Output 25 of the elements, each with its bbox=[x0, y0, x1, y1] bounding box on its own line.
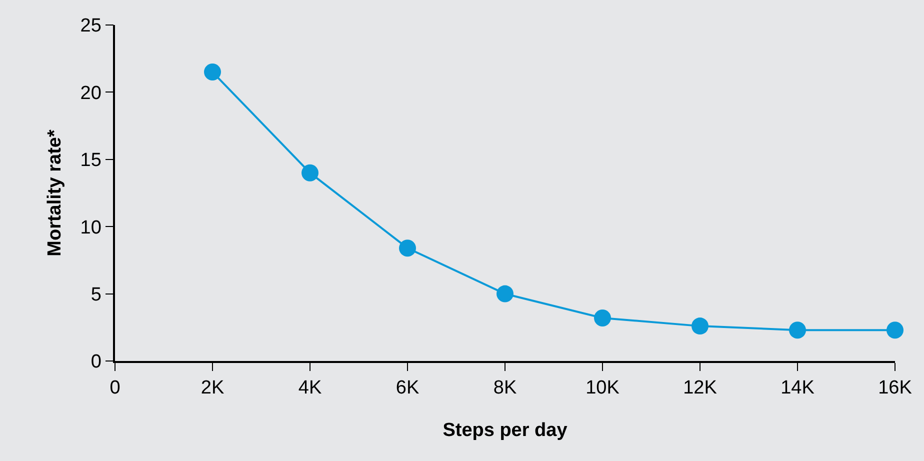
point bbox=[789, 322, 806, 339]
x-tick-label: 2K bbox=[200, 378, 224, 399]
y-tick-label: 15 bbox=[80, 150, 102, 172]
y-tick-label: 0 bbox=[90, 352, 102, 373]
x-axis-title: Steps per day bbox=[442, 420, 568, 441]
point bbox=[399, 240, 416, 257]
y-tick-label: 5 bbox=[90, 284, 102, 306]
x-tick-label: 4K bbox=[298, 378, 322, 399]
x-tick-label: 0 bbox=[110, 378, 120, 399]
point bbox=[302, 164, 318, 182]
y-axis-title: Mortality rate* bbox=[44, 129, 66, 256]
point bbox=[886, 322, 904, 339]
point bbox=[594, 309, 611, 326]
x-tick-label: 12K bbox=[683, 378, 718, 399]
point bbox=[692, 318, 708, 335]
point bbox=[204, 64, 221, 81]
x-tick-label: 8K bbox=[493, 378, 517, 399]
x-tick-label: 10K bbox=[586, 378, 620, 399]
x-tick-label: 16K bbox=[878, 378, 912, 399]
point bbox=[496, 285, 514, 302]
y-tick-label: 25 bbox=[80, 16, 102, 37]
y-tick-label: 20 bbox=[80, 82, 102, 104]
y-tick-label: 10 bbox=[80, 217, 102, 238]
x-tick-label: 6K bbox=[396, 378, 420, 399]
x-tick-label: 14K bbox=[780, 378, 815, 399]
